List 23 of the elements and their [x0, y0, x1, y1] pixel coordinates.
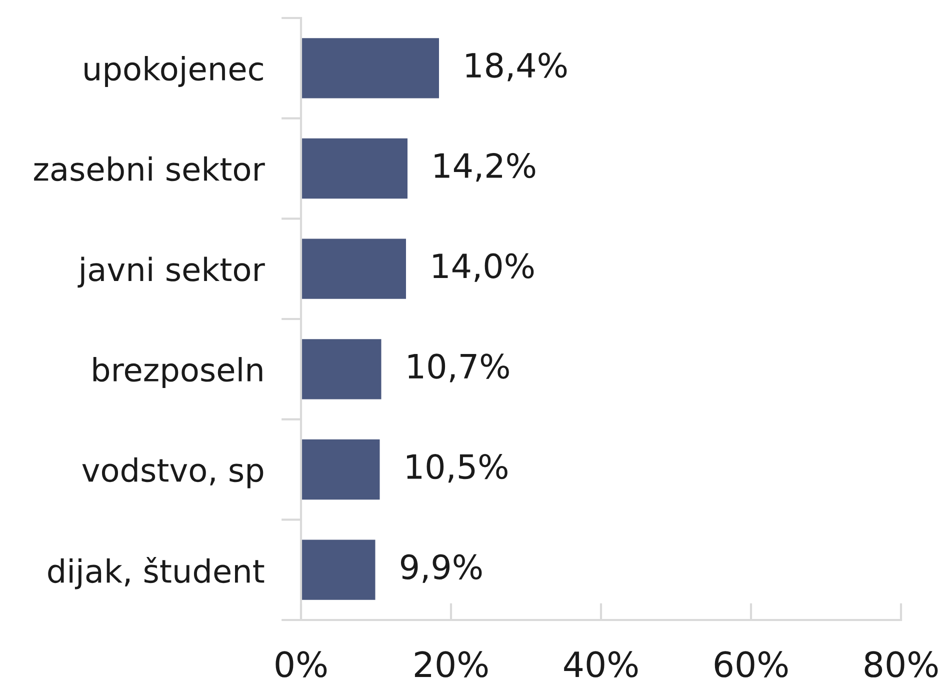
data-label: 14,0%	[433, 253, 534, 282]
x-tick-label: 60%	[714, 651, 788, 678]
x-tick-label: 20%	[414, 651, 488, 678]
x-tick-label: 80%	[864, 651, 938, 678]
y-tick-label: upokojenec	[84, 56, 263, 87]
data-label: 10,7%	[408, 354, 509, 382]
x-tick-label: 0%	[276, 651, 327, 678]
bar	[301, 540, 376, 600]
y-tick-label: brezposeln	[93, 357, 262, 388]
data-label: 18,4%	[466, 52, 567, 82]
x-tick-label: 40%	[564, 651, 638, 678]
bar	[301, 238, 406, 299]
bar	[301, 339, 382, 400]
y-tick-label: javni sektor	[78, 256, 265, 288]
data-label: 9,9%	[400, 554, 482, 583]
bar	[301, 439, 380, 500]
data-label: 10,5%	[407, 454, 508, 483]
y-tick-label: vodstvo, sp	[82, 457, 264, 488]
bar	[301, 138, 408, 199]
y-tick-label: zasebni sektor	[34, 156, 265, 182]
data-label: 14,2%	[434, 152, 536, 182]
bar	[301, 38, 439, 98]
y-tick-label: dijak, študent	[48, 557, 264, 590]
